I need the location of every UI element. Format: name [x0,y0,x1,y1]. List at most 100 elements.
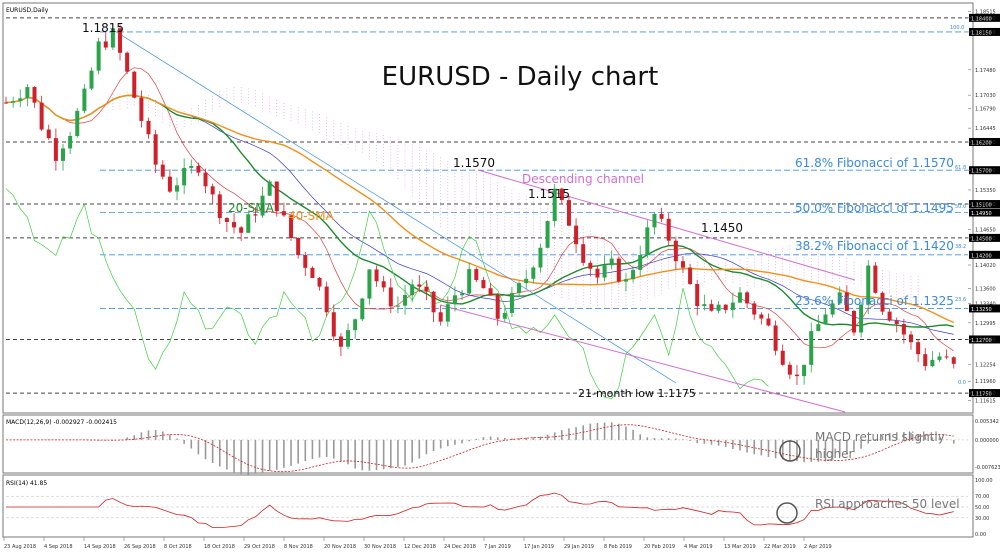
rsi-tick-label: 0.00 [975,532,986,538]
candle-body [737,292,742,303]
key-level-badge [969,27,1000,36]
candle-body [695,284,700,307]
channel-lower-line [439,304,846,413]
fib-618-label: 61.8% Fibonacci of 1.1570 [795,156,954,170]
price-tick-label: 1.16790 [975,107,996,113]
candle-body [167,176,172,192]
candle-body [146,120,151,135]
descending-channel-label: Descending channel [522,172,644,186]
price-tick-label: 1.16200 [975,140,996,146]
candle-body [4,102,8,104]
main-panel-header: EURUSD,Daily [6,7,49,14]
key-level-badge [969,389,1000,398]
candle-body [39,102,44,130]
candlesticks [4,23,956,385]
candle-body [545,221,550,248]
key-level-value: 1.18400 [971,16,992,22]
candle-body [780,350,785,365]
candle-body [887,311,892,321]
candle-body [616,258,621,282]
candle-body [880,292,885,312]
key-level-badge [969,233,1000,242]
long-downtrend-line [109,27,677,384]
candle-body [353,319,358,331]
rsi-highlight-circle [776,502,798,524]
candle-body [901,324,906,335]
candle-body [766,318,771,326]
rsi-tick-label: 100.00 [975,478,993,484]
fib-236-label: 23.6% Fibonacci of 1.1325 [795,294,954,308]
key-level-value: 1.14950 [971,211,992,217]
candle-body [175,185,180,192]
candle-body [32,87,37,103]
macd-signal-line [6,424,954,473]
sma40-label: 40-SMA [288,209,335,223]
candle-body [851,311,856,333]
candle-body [481,280,486,289]
candle-body [367,269,372,299]
date-tick-label: 29 Oct 2018 [244,544,275,550]
candle-body [224,218,229,222]
price-tick-label: 1.14020 [975,263,996,269]
price-tick-label: 1.11750 [975,391,996,397]
candle-body [395,305,400,307]
macd-note-line1: MACD returns slightly [815,430,945,444]
candle-body [645,227,650,255]
candle-body [923,354,928,367]
price-tick-label: 1.15100 [975,202,996,208]
candle-body [182,167,187,186]
candle-body [317,277,322,287]
fib-small-0: 0.0 [958,380,966,386]
candle-body [509,293,514,313]
candle-body [338,336,343,347]
candle-body [916,342,921,355]
candle-body [680,261,685,268]
candle-body [46,129,51,139]
candle-body [210,186,215,195]
fib-small-618: 61.8 [955,165,966,171]
candle-body [296,238,301,256]
chikou-line [5,188,769,399]
key-level-badge [969,304,1000,313]
date-tick-label: 30 Nov 2018 [364,544,396,550]
candle-body [495,295,500,319]
candle-body [445,304,450,322]
candle-body [566,200,571,226]
candle-body [873,265,878,293]
price-tick-label: 1.13600 [975,287,996,293]
candle-body [837,292,842,304]
date-tick-label: 13 Mar 2019 [724,544,756,550]
price-tick-label: 1.11615 [975,399,996,405]
price-tick-label: 1.14500 [975,236,996,242]
candle-body [424,286,429,292]
candle-body [82,88,87,111]
key-level-badge [969,13,1000,22]
candle-body [460,293,465,296]
key-level-value: 1.14500 [971,236,992,242]
candle-body [816,324,821,332]
rsi-series: 100.00 70.00 50.00 30.00 0.00 [6,478,993,538]
fib-small-382: 38.2 [955,244,966,250]
candle-body [110,28,115,48]
date-tick-label: 24 Dec 2018 [444,544,476,550]
candle-body [688,267,693,285]
key-level-value: 1.16200 [971,140,992,146]
date-axis: 23 Aug 2018 4 Sep 2018 14 Sep 2018 26 Sep 2… [3,537,832,550]
date-tick-label: 20 Nov 2018 [324,544,356,550]
rsi-panel-header: RSI(14) 41.85 [6,480,47,487]
date-tick-label: 8 Nov 2018 [284,544,313,550]
candle-body [11,101,16,103]
key-level-badge [969,335,1000,344]
candle-body [787,364,792,375]
candle-body [574,225,579,245]
price-tick-label: 1.14650 [975,227,996,233]
candle-body [538,247,543,268]
date-tick-label: 17 Jan 2019 [524,544,554,550]
candle-body [103,41,108,48]
candle-body [189,166,194,168]
date-tick-label: 2 Apr 2019 [804,544,832,550]
candle-body [324,286,329,313]
macd-tick-label: 0.000000 [975,438,999,444]
candle-body [631,269,636,280]
candle-body [246,214,251,233]
